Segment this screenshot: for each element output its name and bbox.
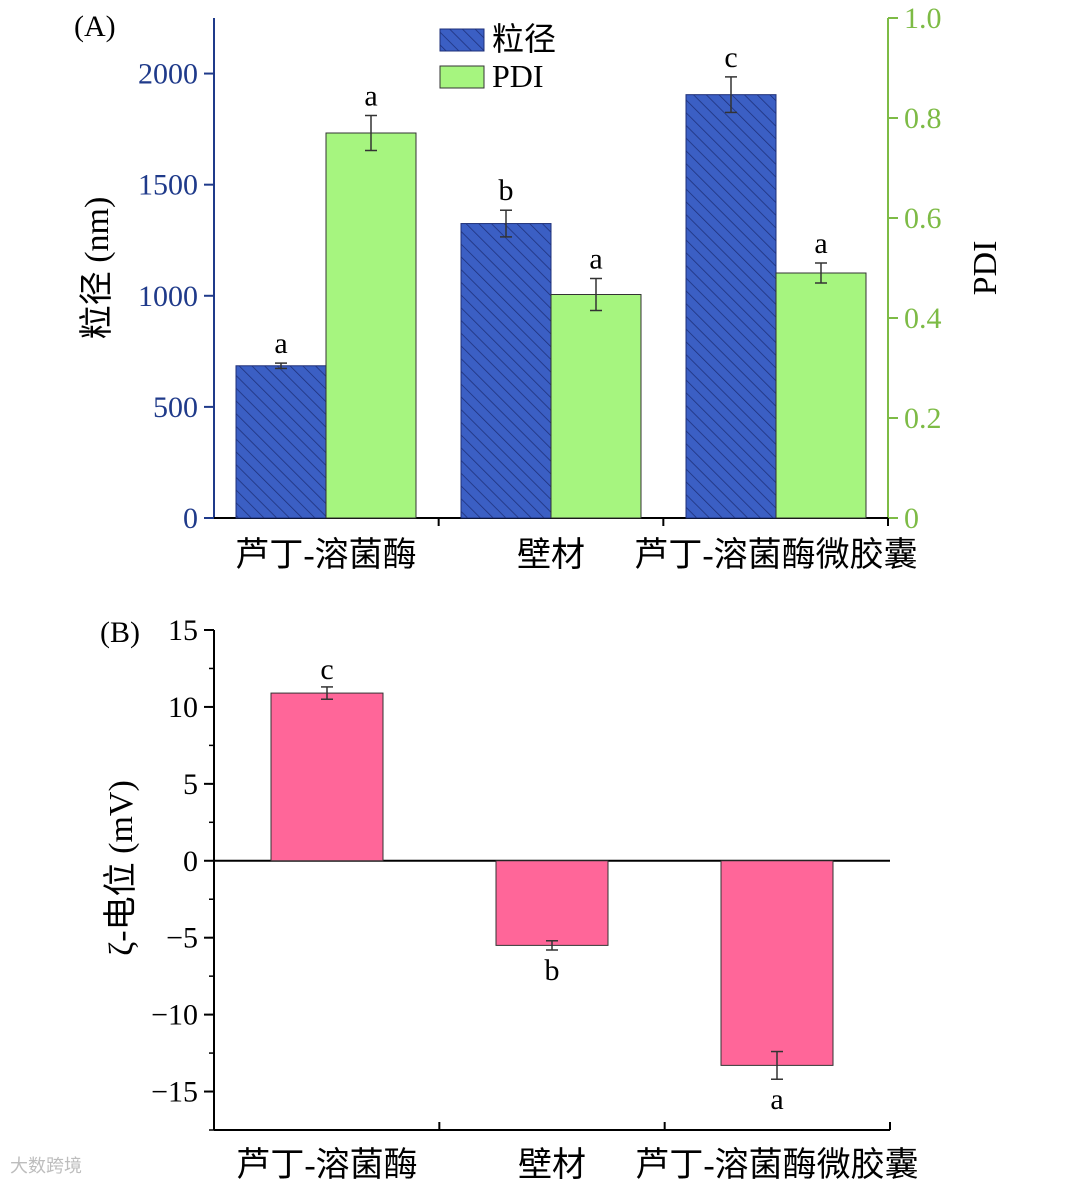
legend-label-size: 粒径 — [492, 21, 556, 57]
panel-a-category-label: 芦丁-溶菌酶微胶囊 — [634, 536, 917, 574]
panel-a-bar-pdi — [550, 294, 642, 519]
panel-a-label: (A) — [74, 10, 116, 43]
panel-a-sig-label-size: c — [724, 41, 737, 74]
panel-a-right-tick-label: 1.0 — [904, 2, 942, 35]
panel-a-right-tick-label: 0.4 — [904, 302, 942, 335]
panel-b-tick-label: 10 — [168, 691, 198, 724]
panel-b-bars: c b a — [270, 653, 834, 1116]
panel-a-y-axis-title: 粒径 (nm) — [78, 197, 116, 340]
panel-a-right-tick-label: 0 — [904, 502, 919, 535]
panel-b-tick-label: 5 — [183, 768, 198, 801]
panel-a-chart: (A) a a b a c a 0 500 1000 1500 2000 0 0.2 0.4 0.6 0.8… — [74, 2, 1004, 574]
panel-a-right-tick-label: 0.2 — [904, 402, 942, 435]
watermark: 大数跨境 — [10, 1156, 82, 1177]
panel-a-sig-label-pdi: a — [814, 227, 827, 260]
panel-a-category-label: 壁材 — [517, 536, 585, 574]
panel-b-tick-label: 15 — [168, 614, 198, 647]
panel-a-right-tick-label: 0.8 — [904, 102, 942, 135]
panel-b-y-axis-title: ζ-电位 (mV) — [102, 780, 140, 956]
panel-a-y2-axis-title: PDI — [967, 241, 1004, 296]
legend-label-pdi: PDI — [492, 58, 544, 94]
panel-a-right-tick-label: 0.6 — [904, 202, 942, 235]
panel-a-sig-label-pdi: a — [589, 243, 602, 276]
panel-a-left-tick-label: 500 — [153, 391, 198, 424]
panel-b-tick-label: −15 — [151, 1076, 198, 1109]
panel-b-ticks: 15 10 5 0 −5 −10 −15 芦丁-溶菌酶 壁材 芦丁-溶菌酶微胶囊 — [151, 614, 919, 1184]
panel-b-category-label: 芦丁-溶菌酶微胶囊 — [635, 1146, 918, 1184]
panel-b-sig-label: a — [770, 1083, 783, 1116]
panel-a-left-tick-label: 2000 — [138, 58, 198, 91]
panel-a-left-tick-label: 0 — [183, 502, 198, 535]
panel-a-ticks: 0 500 1000 1500 2000 0 0.2 0.4 0.6 0.8 1.0 芦丁-溶菌酶 壁材… — [138, 2, 942, 574]
panel-a-category-label: 芦丁-溶菌酶 — [235, 536, 416, 574]
legend-swatch-size — [439, 28, 485, 52]
panel-b-tick-label: −10 — [151, 999, 198, 1032]
panel-a-bar-size — [460, 223, 552, 519]
panel-b-sig-label: c — [320, 653, 333, 686]
panel-a-bar-pdi — [775, 272, 867, 519]
legend-swatch-pdi — [439, 65, 485, 89]
panel-b-category-label: 芦丁-溶菌酶 — [236, 1146, 417, 1184]
panel-a-legend: 粒径 PDI — [439, 21, 556, 94]
panel-a-sig-label-pdi: a — [364, 80, 377, 113]
panel-b-tick-label: −5 — [166, 922, 198, 955]
panel-a-left-tick-label: 1000 — [138, 280, 198, 313]
panel-b-sig-label: b — [545, 954, 560, 987]
panel-a-bars: a a b a c a — [235, 41, 867, 519]
panel-a-bar-size — [685, 94, 777, 519]
panel-a-bar-pdi — [325, 132, 417, 519]
panel-a-sig-label-size: a — [274, 327, 287, 360]
panel-b-label: (B) — [100, 616, 140, 649]
panel-b-bar — [270, 692, 384, 862]
panel-a-bar-size — [235, 365, 327, 519]
panel-b-tick-label: 0 — [183, 845, 198, 878]
panel-b-bar — [495, 860, 609, 946]
panel-b-category-label: 壁材 — [518, 1146, 586, 1184]
panel-a-left-tick-label: 1500 — [138, 169, 198, 202]
panel-a-sig-label-size: b — [499, 174, 514, 207]
panel-b-bar — [720, 860, 834, 1066]
